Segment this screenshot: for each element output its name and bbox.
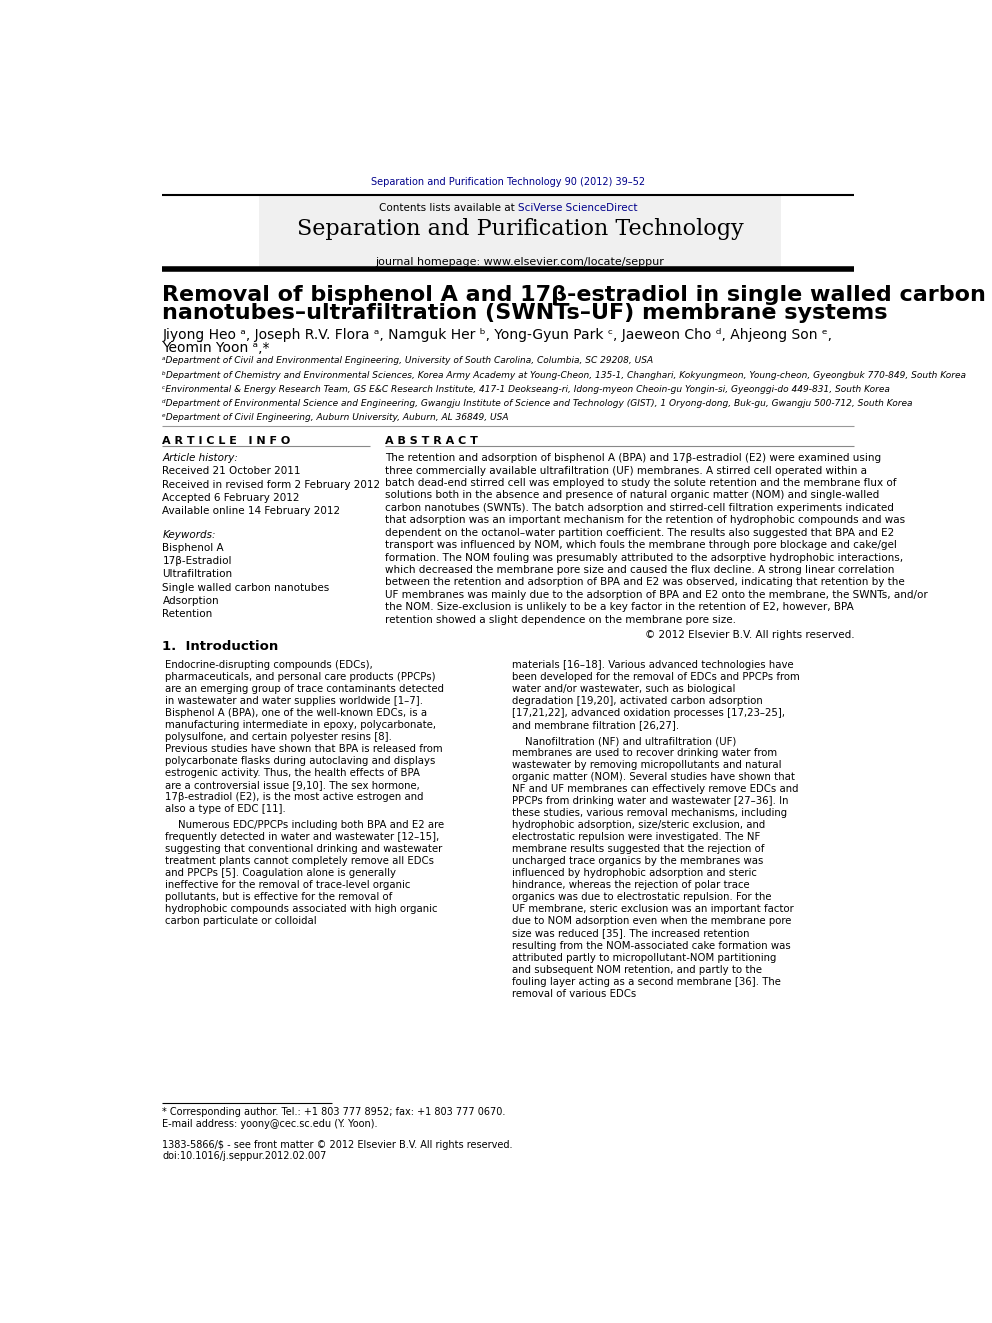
Text: hydrophobic compounds associated with high organic: hydrophobic compounds associated with hi… [165,905,437,914]
Text: Keywords:: Keywords: [163,529,216,540]
Text: are a controversial issue [9,10]. The sex hormone,: are a controversial issue [9,10]. The se… [165,781,420,790]
Text: Retention: Retention [163,609,212,619]
Text: Accepted 6 February 2012: Accepted 6 February 2012 [163,493,300,503]
Text: 17β-Estradiol: 17β-Estradiol [163,556,232,566]
Text: materials [16–18]. Various advanced technologies have: materials [16–18]. Various advanced tech… [512,660,794,669]
Text: PPCPs from drinking water and wastewater [27–36]. In: PPCPs from drinking water and wastewater… [512,796,789,806]
Text: ᵃDepartment of Civil and Environmental Engineering, University of South Carolina: ᵃDepartment of Civil and Environmental E… [163,356,654,365]
Text: 1383-5866/$ - see front matter © 2012 Elsevier B.V. All rights reserved.: 1383-5866/$ - see front matter © 2012 El… [163,1140,513,1150]
Text: removal of various EDCs: removal of various EDCs [512,988,637,999]
Text: Separation and Purification Technology: Separation and Purification Technology [297,218,743,239]
Text: Bisphenol A: Bisphenol A [163,542,224,553]
Text: UF membranes was mainly due to the adsorption of BPA and E2 onto the membrane, t: UF membranes was mainly due to the adsor… [386,590,929,599]
Text: Separation and Purification Technology 90 (2012) 39–52: Separation and Purification Technology 9… [371,177,646,187]
Text: resulting from the NOM-associated cake formation was: resulting from the NOM-associated cake f… [512,941,791,950]
Text: ᶜEnvironmental & Energy Research Team, GS E&C Research Institute, 417-1 Deoksean: ᶜEnvironmental & Energy Research Team, G… [163,385,890,394]
Text: dependent on the octanol–water partition coefficient. The results also suggested: dependent on the octanol–water partition… [386,528,895,537]
Text: membranes are used to recover drinking water from: membranes are used to recover drinking w… [512,749,778,758]
Text: Contents lists available at: Contents lists available at [379,202,519,213]
Text: Numerous EDC/PPCPs including both BPA and E2 are: Numerous EDC/PPCPs including both BPA an… [165,820,443,831]
Text: Removal of bisphenol A and 17β-estradiol in single walled carbon: Removal of bisphenol A and 17β-estradiol… [163,284,986,306]
Text: which decreased the membrane pore size and caused the flux decline. A strong lin: which decreased the membrane pore size a… [386,565,895,576]
Text: uncharged trace organics by the membranes was: uncharged trace organics by the membrane… [512,856,764,867]
Text: size was reduced [35]. The increased retention: size was reduced [35]. The increased ret… [512,929,750,938]
Text: journal homepage: www.elsevier.com/locate/seppur: journal homepage: www.elsevier.com/locat… [376,257,665,266]
Text: hydrophobic adsorption, size/steric exclusion, and: hydrophobic adsorption, size/steric excl… [512,820,766,831]
Text: organics was due to electrostatic repulsion. For the: organics was due to electrostatic repuls… [512,893,772,902]
Text: A R T I C L E   I N F O: A R T I C L E I N F O [163,435,291,446]
Text: in wastewater and water supplies worldwide [1–7].: in wastewater and water supplies worldwi… [165,696,423,706]
Text: polysulfone, and certain polyester resins [8].: polysulfone, and certain polyester resin… [165,732,392,742]
Text: ᵉDepartment of Civil Engineering, Auburn University, Auburn, AL 36849, USA: ᵉDepartment of Civil Engineering, Auburn… [163,413,509,422]
Text: water and/or wastewater, such as biological: water and/or wastewater, such as biologi… [512,684,736,695]
Text: UF membrane, steric exclusion was an important factor: UF membrane, steric exclusion was an imp… [512,905,794,914]
Bar [259,196,782,267]
Text: estrogenic activity. Thus, the health effects of BPA: estrogenic activity. Thus, the health ef… [165,769,420,778]
Text: fouling layer acting as a second membrane [36]. The: fouling layer acting as a second membran… [512,976,781,987]
Text: degradation [19,20], activated carbon adsorption: degradation [19,20], activated carbon ad… [512,696,763,706]
Text: Jiyong Heo ᵃ, Joseph R.V. Flora ᵃ, Namguk Her ᵇ, Yong-Gyun Park ᶜ, Jaeweon Cho ᵈ: Jiyong Heo ᵃ, Joseph R.V. Flora ᵃ, Namgu… [163,328,832,341]
Text: frequently detected in water and wastewater [12–15],: frequently detected in water and wastewa… [165,832,439,843]
Text: solutions both in the absence and presence of natural organic matter (NOM) and s: solutions both in the absence and presen… [386,491,880,500]
Text: between the retention and adsorption of BPA and E2 was observed, indicating that: between the retention and adsorption of … [386,577,905,587]
Text: also a type of EDC [11].: also a type of EDC [11]. [165,804,286,814]
Text: Nanofiltration (NF) and ultrafiltration (UF): Nanofiltration (NF) and ultrafiltration … [512,736,737,746]
Text: and membrane filtration [26,27].: and membrane filtration [26,27]. [512,720,680,730]
Text: E-mail address: yoony@cec.sc.edu (Y. Yoon).: E-mail address: yoony@cec.sc.edu (Y. Yoo… [163,1119,378,1130]
Text: Received in revised form 2 February 2012: Received in revised form 2 February 2012 [163,480,381,490]
Text: carbon nanotubes (SWNTs). The batch adsorption and stirred-cell filtration exper: carbon nanotubes (SWNTs). The batch adso… [386,503,894,513]
Text: wastewater by removing micropollutants and natural: wastewater by removing micropollutants a… [512,761,782,770]
Text: batch dead-end stirred cell was employed to study the solute retention and the m: batch dead-end stirred cell was employed… [386,478,897,488]
Text: polycarbonate flasks during autoclaving and displays: polycarbonate flasks during autoclaving … [165,757,435,766]
Text: Single walled carbon nanotubes: Single walled carbon nanotubes [163,582,329,593]
Text: treatment plants cannot completely remove all EDCs: treatment plants cannot completely remov… [165,856,434,867]
Text: nanotubes–ultrafiltration (SWNTs–UF) membrane systems: nanotubes–ultrafiltration (SWNTs–UF) mem… [163,303,888,323]
Text: The retention and adsorption of bisphenol A (BPA) and 17β-estradiol (E2) were ex: The retention and adsorption of bispheno… [386,454,882,463]
Text: suggesting that conventional drinking and wastewater: suggesting that conventional drinking an… [165,844,442,855]
Text: carbon particulate or colloidal: carbon particulate or colloidal [165,917,316,926]
Text: that adsorption was an important mechanism for the retention of hydrophobic comp: that adsorption was an important mechani… [386,515,906,525]
Text: pharmaceuticals, and personal care products (PPCPs): pharmaceuticals, and personal care produ… [165,672,435,681]
Text: influenced by hydrophobic adsorption and steric: influenced by hydrophobic adsorption and… [512,868,757,878]
Text: Received 21 October 2011: Received 21 October 2011 [163,467,301,476]
Text: 1.  Introduction: 1. Introduction [163,639,279,652]
Text: retention showed a slight dependence on the membrane pore size.: retention showed a slight dependence on … [386,615,736,624]
Text: hindrance, whereas the rejection of polar trace: hindrance, whereas the rejection of pola… [512,880,750,890]
Text: SciVerse ScienceDirect: SciVerse ScienceDirect [519,202,638,213]
Text: Previous studies have shown that BPA is released from: Previous studies have shown that BPA is … [165,744,442,754]
Text: Bisphenol A (BPA), one of the well-known EDCs, is a: Bisphenol A (BPA), one of the well-known… [165,708,427,718]
Text: Endocrine-disrupting compounds (EDCs),: Endocrine-disrupting compounds (EDCs), [165,660,373,669]
Text: © 2012 Elsevier B.V. All rights reserved.: © 2012 Elsevier B.V. All rights reserved… [645,630,854,640]
Text: A B S T R A C T: A B S T R A C T [386,435,478,446]
Text: membrane results suggested that the rejection of: membrane results suggested that the reje… [512,844,765,855]
Text: pollutants, but is effective for the removal of: pollutants, but is effective for the rem… [165,893,392,902]
Text: doi:10.1016/j.seppur.2012.02.007: doi:10.1016/j.seppur.2012.02.007 [163,1151,326,1162]
Text: [17,21,22], advanced oxidation processes [17,23–25],: [17,21,22], advanced oxidation processes… [512,708,786,718]
Text: due to NOM adsorption even when the membrane pore: due to NOM adsorption even when the memb… [512,917,792,926]
Text: ineffective for the removal of trace-level organic: ineffective for the removal of trace-lev… [165,880,410,890]
Text: Article history:: Article history: [163,454,238,463]
Text: and subsequent NOM retention, and partly to the: and subsequent NOM retention, and partly… [512,964,762,975]
Text: transport was influenced by NOM, which fouls the membrane through pore blockage : transport was influenced by NOM, which f… [386,540,898,550]
Text: NF and UF membranes can effectively remove EDCs and: NF and UF membranes can effectively remo… [512,785,799,794]
Text: these studies, various removal mechanisms, including: these studies, various removal mechanism… [512,808,788,819]
Text: organic matter (NOM). Several studies have shown that: organic matter (NOM). Several studies ha… [512,773,796,782]
Text: been developed for the removal of EDCs and PPCPs from: been developed for the removal of EDCs a… [512,672,800,681]
Text: 17β-estradiol (E2), is the most active estrogen and: 17β-estradiol (E2), is the most active e… [165,792,424,802]
Text: and PPCPs [5]. Coagulation alone is generally: and PPCPs [5]. Coagulation alone is gene… [165,868,396,878]
Text: formation. The NOM fouling was presumably attributed to the adsorptive hydrophob: formation. The NOM fouling was presumabl… [386,553,904,562]
Text: Adsorption: Adsorption [163,595,219,606]
Text: attributed partly to micropollutant-NOM partitioning: attributed partly to micropollutant-NOM … [512,953,777,963]
Text: electrostatic repulsion were investigated. The NF: electrostatic repulsion were investigate… [512,832,761,843]
Text: Ultrafiltration: Ultrafiltration [163,569,232,579]
Text: the NOM. Size-exclusion is unlikely to be a key factor in the retention of E2, h: the NOM. Size-exclusion is unlikely to b… [386,602,854,613]
Text: Yeomin Yoon ᵃ,*: Yeomin Yoon ᵃ,* [163,341,270,355]
Text: manufacturing intermediate in epoxy, polycarbonate,: manufacturing intermediate in epoxy, pol… [165,720,435,730]
Text: Available online 14 February 2012: Available online 14 February 2012 [163,507,340,516]
Text: * Corresponding author. Tel.: +1 803 777 8952; fax: +1 803 777 0670.: * Corresponding author. Tel.: +1 803 777… [163,1107,506,1117]
Text: are an emerging group of trace contaminants detected: are an emerging group of trace contamina… [165,684,443,695]
Text: ᵈDepartment of Environmental Science and Engineering, Gwangju Institute of Scien: ᵈDepartment of Environmental Science and… [163,400,913,409]
Text: ᵇDepartment of Chemistry and Environmental Sciences, Korea Army Academy at Young: ᵇDepartment of Chemistry and Environment… [163,370,966,380]
Text: three commercially available ultrafiltration (UF) membranes. A stirred cell oper: three commercially available ultrafiltra… [386,466,867,475]
